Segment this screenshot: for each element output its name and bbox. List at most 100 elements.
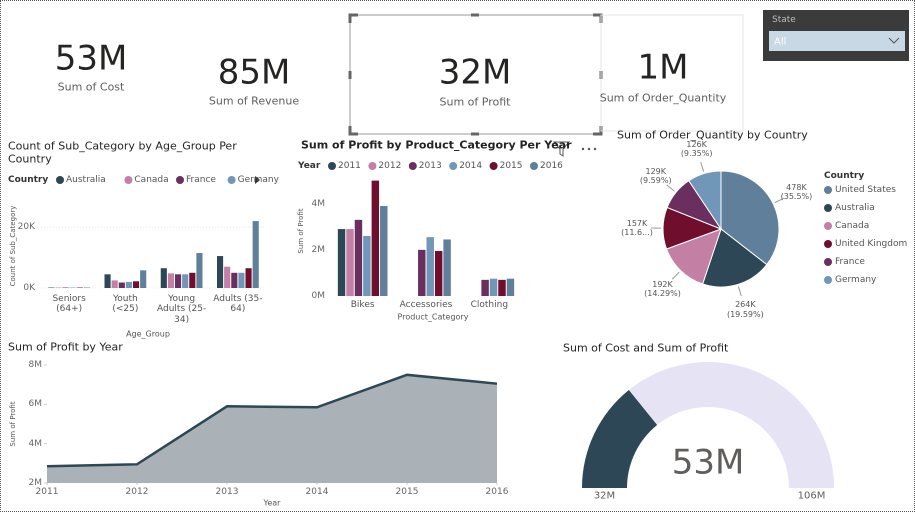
y-tick-label: 20K (17, 221, 35, 232)
gauge-limit-label: 32M (593, 490, 616, 502)
card-label: Sum of Cost (57, 80, 125, 94)
bar (426, 237, 434, 296)
x-tick-label: Adults (35-64) (213, 294, 263, 315)
bar (337, 229, 346, 296)
bar (363, 236, 371, 296)
card-label: Sum of Revenue (208, 94, 300, 108)
bar (231, 272, 238, 288)
y-tick-label: 2M (311, 244, 326, 255)
data-label: 478K (35.5%) (780, 182, 813, 202)
bar (111, 280, 118, 288)
dropdown-chevron[interactable] (888, 37, 900, 44)
legend-swatch (176, 176, 184, 184)
x-tick-label: Young Adults (25-34) (157, 294, 207, 325)
legend-swatch (530, 162, 538, 170)
legend-title: Year (298, 160, 321, 171)
y-tick-label: 4M (28, 438, 43, 449)
bar (182, 274, 189, 288)
legend-swatch (449, 162, 458, 170)
slicer-dropdown[interactable] (769, 31, 905, 51)
card-value: 32M (438, 52, 512, 93)
gauge-limit-label: 106M (797, 490, 826, 502)
x-tick-label: 2011 (35, 486, 59, 497)
pie-slice (702, 228, 768, 288)
leader-line (774, 197, 785, 204)
x-tick-label: 2016 (485, 486, 509, 497)
x-tick-label: 2014 (305, 486, 329, 497)
bar (217, 256, 224, 288)
chart-title: Count of Sub_Category by Age_Group Per C… (8, 139, 237, 165)
legend-title: Country (824, 170, 865, 181)
y-tick-label: 2M (28, 477, 43, 488)
bar (133, 281, 140, 288)
x-tick-label: Youth (<25) (112, 294, 139, 315)
x-tick-label: Bikes (350, 300, 375, 310)
bar (189, 272, 196, 288)
y-tick-label: 8M (28, 359, 43, 370)
leader-line (666, 184, 675, 192)
legend-label: 2015 (499, 160, 523, 171)
legend-swatch (56, 176, 64, 184)
bar (238, 272, 245, 288)
bar (506, 278, 515, 296)
y-tick-label: 0M (311, 290, 326, 301)
bar (481, 279, 489, 296)
line (46, 373, 498, 468)
legend-swatch (824, 276, 832, 284)
leader-line (671, 271, 680, 280)
slicer-value[interactable]: All (774, 36, 787, 48)
bar (175, 274, 182, 288)
x-axis-title: Age_Group (126, 329, 170, 339)
x-tick-label: Seniors (64+) (52, 294, 86, 315)
legend-swatch (489, 162, 498, 170)
bar (346, 229, 354, 296)
legend-swatch (824, 240, 832, 248)
chart-title: Sum of Profit by Product_Category Per Ye… (301, 138, 572, 152)
legend-label: Australia (835, 202, 875, 213)
legend-label: 2012 (378, 160, 402, 171)
bar (371, 180, 380, 296)
more-options[interactable] (581, 147, 597, 151)
gauge-track (582, 362, 834, 488)
legend-label: 2011 (338, 160, 361, 171)
pie-slice (665, 228, 722, 285)
legend-swatch (227, 176, 236, 184)
legend-label: 2013 (418, 160, 442, 171)
data-label: 157K (11.6...) (621, 218, 653, 237)
legend-more-arrow[interactable] (255, 176, 260, 184)
bar (118, 282, 125, 288)
legend-swatch (824, 222, 832, 230)
legend-label: France (186, 174, 216, 185)
y-axis-title: Count of Sub_Category (8, 205, 17, 287)
x-axis-title: Year (263, 498, 281, 508)
data-label: 129K (9.59%) (639, 166, 672, 186)
slicer-label: State (772, 14, 796, 25)
y-tick-label: 6M (28, 399, 43, 410)
pie-slice (688, 170, 722, 231)
legend-label: France (835, 256, 865, 267)
legend-label: 2014 (459, 160, 483, 171)
bar (224, 266, 231, 288)
x-tick-label: Accessories (399, 300, 453, 310)
legend-swatch (124, 176, 133, 184)
legend-swatch (824, 186, 832, 194)
x-tick-label: 2015 (395, 486, 419, 497)
bar (418, 249, 426, 296)
legend-swatch (824, 258, 832, 266)
chart-title: Sum of Profit by Year (8, 340, 123, 354)
card-label: Sum of Profit (439, 95, 511, 109)
legend-swatch (368, 162, 377, 170)
bar (160, 268, 167, 288)
gauge-fill (582, 389, 658, 488)
legend-label: Germany (835, 274, 877, 285)
filter-icon[interactable] (552, 141, 571, 157)
bar (140, 270, 147, 288)
card-frame (600, 14, 744, 132)
bar (104, 274, 111, 288)
area (47, 374, 497, 483)
bar (196, 253, 203, 288)
x-tick-label: 2013 (215, 486, 239, 497)
x-axis-title: Product_Category (397, 312, 469, 322)
card-value: 53M (54, 38, 128, 79)
